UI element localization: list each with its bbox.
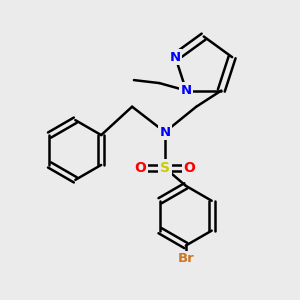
Text: O: O	[184, 161, 195, 175]
Text: N: N	[170, 51, 181, 64]
Text: N: N	[181, 84, 192, 97]
Text: N: N	[159, 126, 170, 139]
Text: Br: Br	[178, 253, 194, 266]
Text: O: O	[134, 161, 146, 175]
Text: S: S	[160, 161, 170, 175]
